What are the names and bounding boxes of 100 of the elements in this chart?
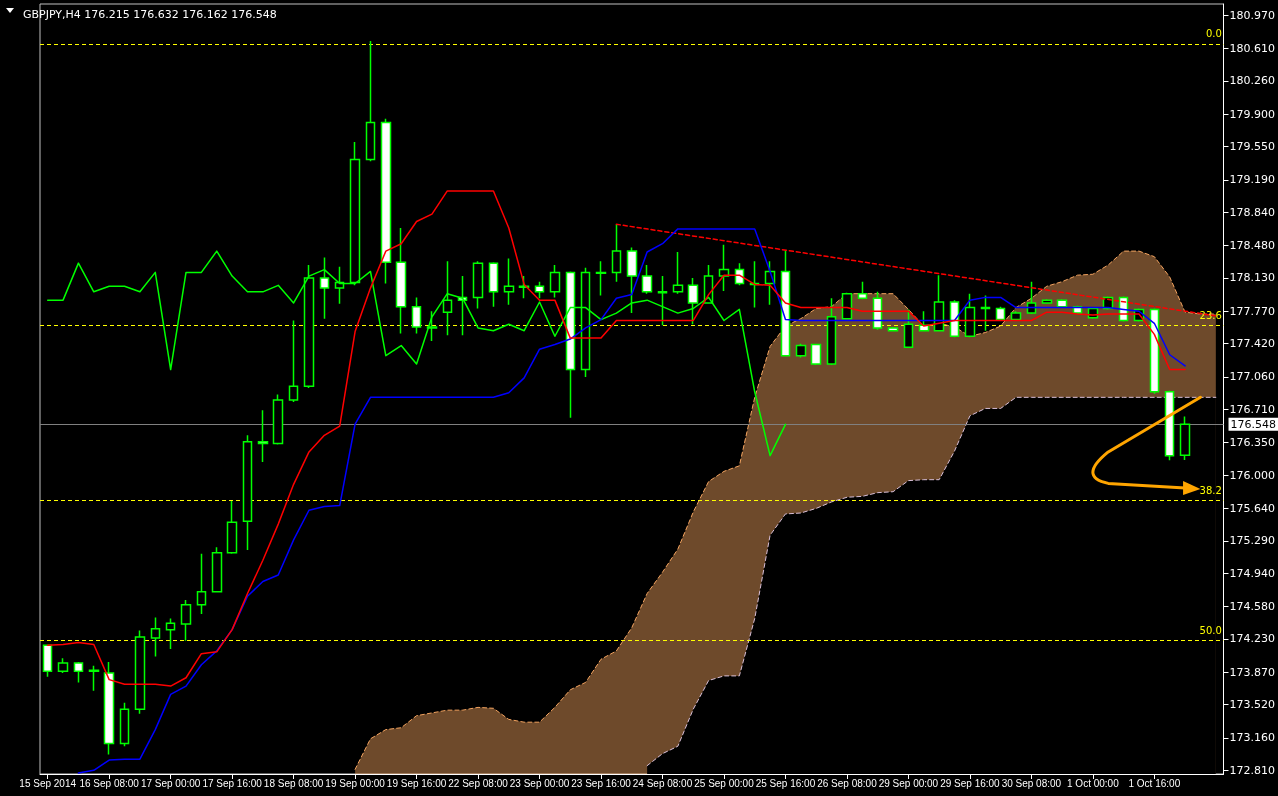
y-tick-label: 179.190 xyxy=(1229,173,1276,187)
candlestick xyxy=(810,342,822,366)
x-tick-label: 23 Sep 00:00 xyxy=(509,777,570,789)
y-tick-label: 179.900 xyxy=(1229,107,1276,121)
annotation: 38.2 xyxy=(1199,484,1222,496)
x-tick-label: 26 Sep 08:00 xyxy=(817,777,878,789)
y-tick-label: 180.260 xyxy=(1229,74,1276,88)
y-tick-label: 173.520 xyxy=(1229,698,1276,712)
candlestick xyxy=(503,257,515,306)
y-tick-label: 175.640 xyxy=(1229,501,1276,515)
candlestick xyxy=(995,305,1006,322)
x-tick-label: 1 Oct 16:00 xyxy=(1128,777,1181,789)
candlestick xyxy=(534,280,545,300)
candlestick xyxy=(288,319,299,403)
candlestick xyxy=(565,270,576,419)
candlestick xyxy=(272,393,284,446)
annotation: 50.0 xyxy=(1199,625,1222,637)
candlestick xyxy=(1026,280,1037,315)
candlestick xyxy=(687,277,699,325)
line-series xyxy=(46,190,1186,687)
candlestick xyxy=(595,260,607,297)
ref-line-label: 176.548 xyxy=(1230,417,1277,431)
candlestick xyxy=(165,617,176,650)
x-tick-label: 19 Sep 16:00 xyxy=(386,777,447,789)
y-tick-label: 174.580 xyxy=(1229,599,1276,613)
candlestick xyxy=(411,296,422,335)
candlestick xyxy=(442,260,453,337)
candlestick xyxy=(73,661,84,684)
candlestick xyxy=(933,274,945,333)
candlestick xyxy=(488,261,499,308)
candlestick xyxy=(134,629,146,715)
candlestick xyxy=(749,260,760,309)
candlestick xyxy=(657,275,668,326)
x-tick-label: 17 Sep 16:00 xyxy=(202,777,263,789)
x-tick-label: 25 Sep 16:00 xyxy=(755,777,816,789)
y-tick-label: 178.130 xyxy=(1229,271,1276,285)
candlestick xyxy=(226,500,238,555)
candlestick xyxy=(903,308,914,349)
candlestick xyxy=(257,409,269,463)
candlestick xyxy=(57,657,69,674)
y-tick-label: 175.290 xyxy=(1229,534,1276,548)
x-tick-label: 1 Oct 00:00 xyxy=(1067,777,1120,789)
candlestick xyxy=(841,292,853,321)
candlestick xyxy=(1041,298,1053,305)
candlestick xyxy=(718,243,730,292)
candlestick xyxy=(303,264,315,389)
x-tick-label: 23 Sep 16:00 xyxy=(571,777,632,789)
x-tick-label: 29 Sep 00:00 xyxy=(878,777,939,789)
chart-title: GBPJPY,H4 176.215 176.632 176.162 176.548 xyxy=(23,8,277,21)
candlestick xyxy=(887,326,899,333)
x-tick-label: 22 Sep 08:00 xyxy=(448,777,509,789)
annotation: 23.6 xyxy=(1199,309,1222,321)
y-tick-label: 173.870 xyxy=(1229,665,1276,679)
candlestick xyxy=(1056,298,1068,309)
candlestick xyxy=(472,260,484,310)
candlestick xyxy=(580,267,591,378)
x-tick-label: 29 Sep 16:00 xyxy=(940,777,1001,789)
candlestick xyxy=(196,552,207,615)
candlestick xyxy=(426,310,438,342)
candlestick xyxy=(549,264,561,299)
y-tick-label: 174.230 xyxy=(1229,632,1276,646)
y-tick-label: 176.000 xyxy=(1229,468,1276,482)
candlestick xyxy=(795,342,807,359)
candlestick xyxy=(980,294,991,332)
y-tick-label: 177.060 xyxy=(1229,370,1276,384)
x-tick-label: 19 Sep 00:00 xyxy=(325,777,386,789)
candlestick xyxy=(964,292,976,338)
candlestick xyxy=(826,297,837,366)
y-tick-label: 176.710 xyxy=(1229,402,1276,416)
y-tick-label: 180.970 xyxy=(1229,8,1276,22)
candlestick xyxy=(242,434,253,551)
annotation: 0.0 xyxy=(1205,28,1222,40)
y-tick-label: 173.160 xyxy=(1229,731,1276,745)
x-tick-label: 17 Sep 00:00 xyxy=(140,777,201,789)
y-tick-label: 179.550 xyxy=(1229,140,1276,154)
candlestick xyxy=(611,223,622,283)
candlestick xyxy=(365,40,376,163)
x-tick-label: 24 Sep 08:00 xyxy=(632,777,693,789)
x-tick-label: 16 Sep 08:00 xyxy=(79,777,140,789)
y-tick-label: 176.350 xyxy=(1229,436,1276,450)
line-series xyxy=(77,228,1186,774)
x-tick-label: 30 Sep 08:00 xyxy=(1001,777,1062,789)
candlestick xyxy=(1010,310,1022,322)
candlestick xyxy=(103,661,115,756)
candlestick xyxy=(457,275,468,337)
y-tick-label: 180.610 xyxy=(1229,41,1276,55)
candlestick xyxy=(857,280,868,300)
candlestick xyxy=(119,701,130,747)
y-tick-label: 177.770 xyxy=(1229,304,1276,318)
x-tick-label: 18 Sep 08:00 xyxy=(263,777,324,789)
x-tick-label: 25 Sep 00:00 xyxy=(694,777,755,789)
y-tick-label: 178.840 xyxy=(1229,205,1276,219)
candlestick xyxy=(395,227,407,335)
candlestick xyxy=(641,264,653,295)
candlestick xyxy=(1179,415,1191,461)
y-tick-label: 178.480 xyxy=(1229,239,1276,253)
y-tick-label: 177.420 xyxy=(1229,337,1276,351)
candlestick xyxy=(150,616,161,658)
candlestick xyxy=(180,599,192,642)
candlestick xyxy=(42,643,53,678)
